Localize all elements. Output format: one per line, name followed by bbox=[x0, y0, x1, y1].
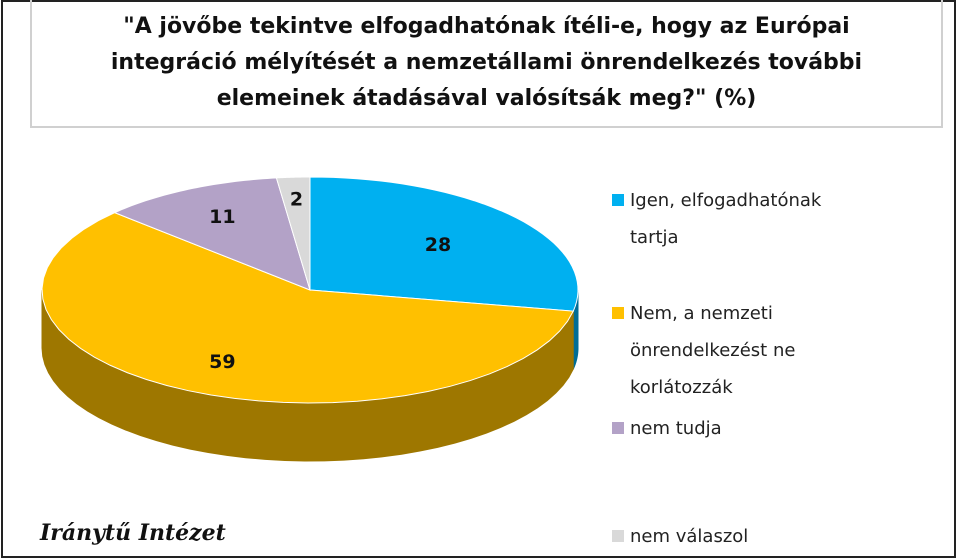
legend-swatch bbox=[612, 422, 624, 434]
data-label: 2 bbox=[290, 188, 303, 210]
legend-swatch bbox=[612, 194, 624, 206]
legend-swatch bbox=[612, 307, 624, 319]
chart-title: "A jövőbe tekintve elfogadhatónak ítéli-… bbox=[30, 0, 943, 128]
slice-top bbox=[309, 176, 579, 312]
legend-label: nem tudja bbox=[630, 418, 722, 439]
legend-label: Igen, elfogadhatónak tartja bbox=[630, 190, 822, 248]
legend-item: Nem, a nemzeti önrendelkezést ne korláto… bbox=[612, 295, 862, 406]
legend-item: nem válaszol bbox=[612, 518, 862, 555]
pie-slice bbox=[275, 176, 311, 291]
pie-slice bbox=[41, 212, 575, 462]
data-label: 59 bbox=[209, 351, 235, 373]
slice-top bbox=[113, 177, 311, 291]
legend-label: nem válaszol bbox=[630, 526, 749, 547]
data-label: 11 bbox=[209, 206, 235, 228]
legend-item: Igen, elfogadhatónak tartja bbox=[612, 182, 862, 256]
slice-top bbox=[275, 176, 311, 291]
slice-top bbox=[41, 212, 575, 404]
data-label: 28 bbox=[425, 234, 451, 256]
pie-slice bbox=[309, 176, 579, 370]
legend-label: Nem, a nemzeti önrendelkezést ne korláto… bbox=[630, 303, 796, 398]
legend-item: nem tudja bbox=[612, 410, 862, 447]
legend-swatch bbox=[612, 530, 624, 542]
source: Iránytű Intézet bbox=[40, 520, 226, 546]
pie-slice bbox=[113, 177, 311, 291]
